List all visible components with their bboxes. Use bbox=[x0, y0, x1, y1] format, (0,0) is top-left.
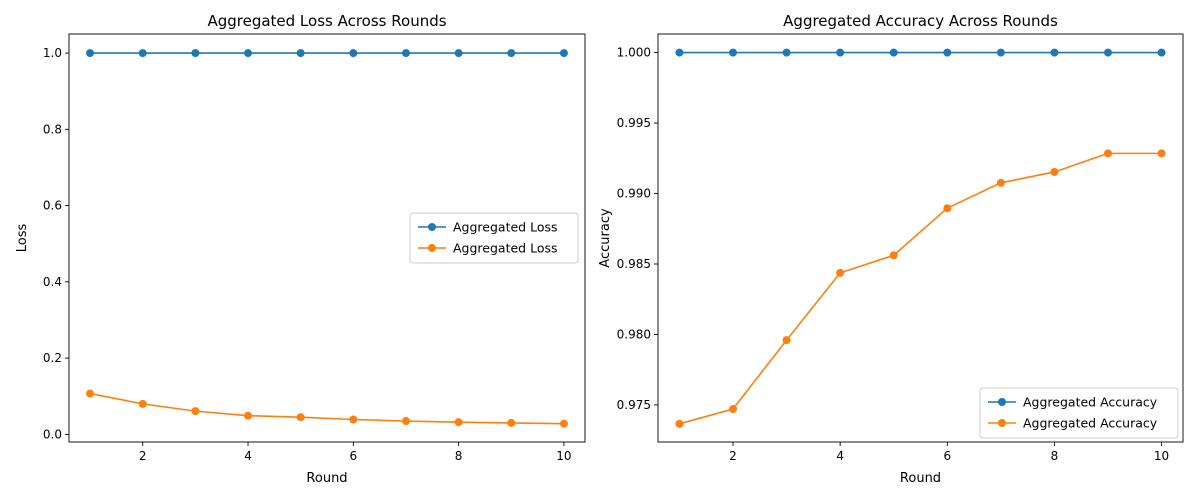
legend: Aggregated Loss Aggregated Loss bbox=[409, 212, 579, 264]
y-tick-label: 0.2 bbox=[43, 351, 62, 365]
legend-entry-label: Aggregated Loss bbox=[453, 241, 558, 256]
y-tick-label: 0.0 bbox=[43, 427, 62, 441]
data-point bbox=[782, 48, 791, 57]
data-point bbox=[943, 204, 952, 213]
x-tick-label: 2 bbox=[729, 449, 737, 463]
data-point bbox=[296, 413, 305, 422]
data-point bbox=[507, 49, 516, 58]
data-point bbox=[675, 419, 684, 428]
legend-entry-label: Aggregated Loss bbox=[453, 220, 558, 235]
legend-swatch-marker bbox=[428, 223, 436, 231]
data-point bbox=[454, 49, 463, 58]
data-point bbox=[454, 418, 463, 427]
chart-title: Aggregated Loss Across Rounds bbox=[207, 12, 446, 30]
legend-entry-label: Aggregated Accuracy bbox=[1023, 395, 1158, 410]
data-point bbox=[729, 405, 737, 414]
data-point bbox=[349, 415, 358, 424]
data-point bbox=[1050, 48, 1059, 57]
chart-title: Aggregated Accuracy Across Rounds bbox=[783, 12, 1058, 30]
data-point bbox=[836, 268, 845, 277]
x-tick-label: 6 bbox=[943, 449, 951, 463]
legend-swatch-marker bbox=[998, 419, 1006, 427]
legend: Aggregated Accuracy Aggregated Accuracy bbox=[979, 387, 1179, 439]
series-group bbox=[86, 49, 568, 428]
y-tick-label: 1.000 bbox=[617, 46, 651, 60]
y-tick-label: 1.0 bbox=[43, 46, 62, 60]
x-tick-label: 2 bbox=[139, 449, 147, 463]
y-tick-label: 0.990 bbox=[617, 187, 651, 201]
data-point bbox=[996, 48, 1005, 57]
data-point bbox=[191, 49, 200, 58]
legend-swatch-marker bbox=[998, 398, 1006, 406]
data-point bbox=[401, 417, 410, 426]
x-tick-label: 10 bbox=[1154, 449, 1169, 463]
series-group bbox=[675, 48, 1166, 428]
data-point bbox=[675, 48, 684, 57]
x-axis-label: Round bbox=[900, 471, 941, 486]
x-tick-label: 4 bbox=[836, 449, 844, 463]
data-point bbox=[996, 178, 1005, 187]
data-point bbox=[191, 407, 200, 416]
y-tick-label: 0.8 bbox=[43, 122, 62, 136]
x-tick-label: 4 bbox=[244, 449, 252, 463]
x-tick-label: 6 bbox=[350, 449, 358, 463]
data-point bbox=[943, 48, 952, 57]
accuracy-chart-panel: Aggregated Accuracy Across Rounds 2 4 6 8 10 0… bbox=[598, 12, 1184, 486]
plot-frame bbox=[657, 33, 1184, 443]
series-line-2 bbox=[679, 152, 1162, 425]
data-point bbox=[138, 399, 147, 408]
series-line-2 bbox=[89, 392, 564, 425]
data-point bbox=[559, 419, 568, 428]
data-point bbox=[86, 389, 95, 398]
x-tick-label: 10 bbox=[556, 449, 571, 463]
data-point bbox=[86, 49, 95, 58]
plot-frame bbox=[68, 33, 586, 443]
data-point bbox=[889, 48, 898, 57]
y-axis-label: Accuracy bbox=[598, 208, 613, 268]
data-point bbox=[1157, 48, 1166, 57]
y-tick-label: 0.995 bbox=[617, 116, 651, 130]
data-point bbox=[836, 48, 845, 57]
y-tick-label: 0.975 bbox=[617, 398, 651, 412]
y-tick-label: 0.980 bbox=[617, 327, 651, 341]
x-tick-label: 8 bbox=[1051, 449, 1059, 463]
data-point bbox=[1050, 167, 1059, 176]
data-point bbox=[507, 418, 516, 427]
data-point bbox=[1104, 149, 1112, 158]
data-point bbox=[244, 411, 253, 420]
data-point bbox=[559, 49, 568, 58]
legend-box bbox=[409, 212, 579, 264]
y-axis-label: Loss bbox=[15, 224, 30, 253]
legend-box bbox=[979, 387, 1179, 439]
y-tick-label: 0.985 bbox=[617, 257, 651, 271]
loss-chart-panel: Aggregated Loss Across Rounds 2 4 6 8 10 0.0 0.… bbox=[15, 12, 586, 486]
data-point bbox=[782, 336, 791, 345]
data-point bbox=[349, 49, 358, 58]
legend-entry-label: Aggregated Accuracy bbox=[1023, 416, 1158, 431]
data-point bbox=[401, 49, 410, 58]
data-point bbox=[1104, 48, 1112, 57]
x-axis-label: Round bbox=[306, 471, 347, 486]
data-point bbox=[729, 48, 737, 57]
y-tick-label: 0.6 bbox=[43, 199, 62, 213]
data-point bbox=[138, 49, 147, 58]
data-point bbox=[1157, 149, 1166, 158]
data-point bbox=[296, 49, 305, 58]
legend-swatch-marker bbox=[428, 244, 436, 252]
x-tick-label: 8 bbox=[455, 449, 463, 463]
data-point bbox=[889, 251, 898, 260]
data-point bbox=[244, 49, 253, 58]
y-tick-label: 0.4 bbox=[43, 275, 62, 289]
